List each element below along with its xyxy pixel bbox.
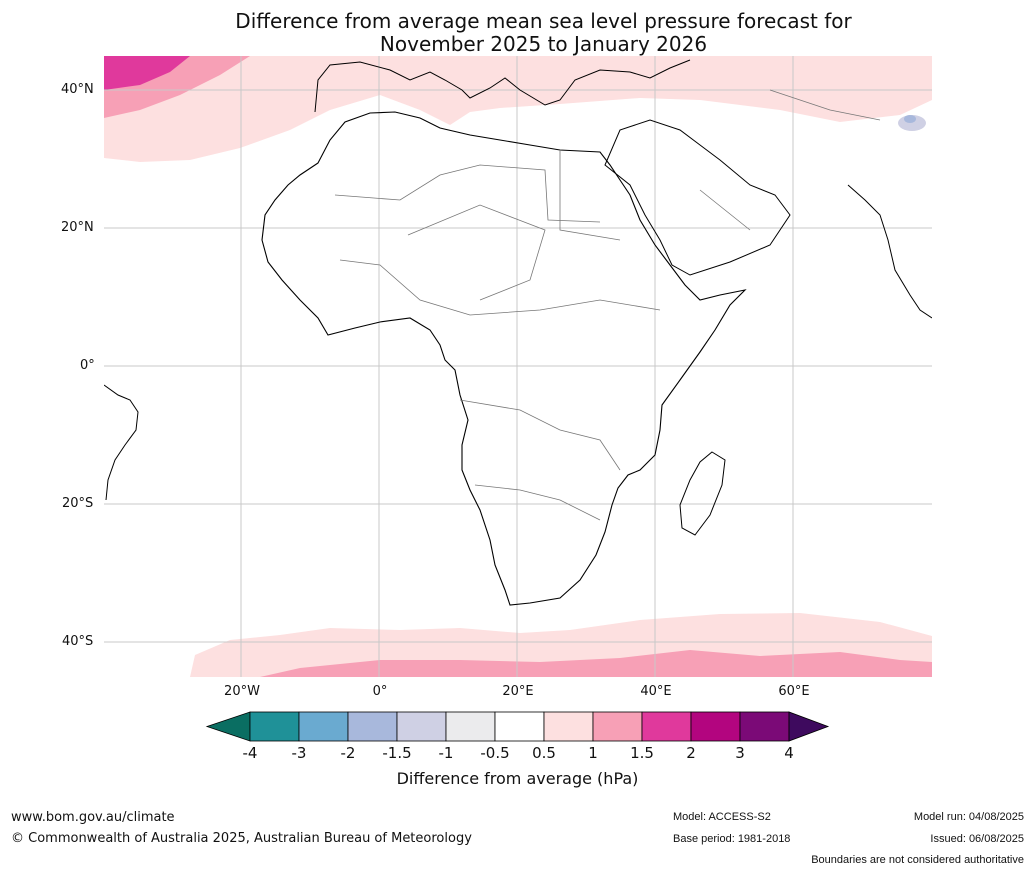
footer-copyright: © Commonwealth of Australia 2025, Austra… <box>11 831 472 846</box>
arabia-coastline <box>604 119 791 276</box>
colorbar-segment <box>494 711 545 742</box>
colorbar-segment <box>641 711 692 742</box>
colorbar-arrow-low <box>205 711 251 742</box>
india-coastline <box>847 184 932 319</box>
colorbar-segment <box>739 711 790 742</box>
colorbar-segment <box>298 711 349 742</box>
footer-model-run: Model run: 04/08/2025 <box>913 811 1024 823</box>
colorbar-tick-label: -2 <box>340 744 356 762</box>
colorbar-segment <box>592 711 643 742</box>
map-title: Difference from average mean sea level p… <box>0 10 1035 56</box>
colorbar-tick-label: -1.5 <box>382 744 412 762</box>
colorbar-segment <box>543 711 594 742</box>
colorbar-tick-label: 2 <box>686 744 696 762</box>
colorbar-segment <box>396 711 447 742</box>
colorbar-tick-label: -1 <box>438 744 454 762</box>
colorbar-tick-label: 0.5 <box>532 744 556 762</box>
lat-label-20s: 20°S <box>62 496 94 511</box>
colorbar-segment <box>445 711 496 742</box>
footer-base-period: Base period: 1981-2018 <box>673 833 791 845</box>
colorbar-tick-label: -0.5 <box>480 744 510 762</box>
title-line-2: November 2025 to January 2026 <box>379 32 708 56</box>
lat-label-0: 0° <box>80 358 95 373</box>
colorbar-segment <box>690 711 741 742</box>
footer-issued: Issued: 06/08/2025 <box>930 833 1024 845</box>
anomaly-north-light <box>104 56 932 162</box>
lon-label-20e: 20°E <box>502 684 534 699</box>
colorbar-tick-label: 1.5 <box>630 744 654 762</box>
lat-label-40n: 40°N <box>61 82 94 97</box>
africa-coastline <box>261 111 747 606</box>
colorbar-tick-label: 4 <box>784 744 794 762</box>
lon-label-60e: 60°E <box>778 684 810 699</box>
footer-disclaimer: Boundaries are not considered authoritat… <box>811 854 1024 866</box>
lat-label-40s: 40°S <box>62 634 94 649</box>
title-line-1: Difference from average mean sea level p… <box>235 9 852 33</box>
lat-label-20n: 20°N <box>61 220 94 235</box>
footer-website[interactable]: www.bom.gov.au/climate <box>11 810 175 825</box>
colorbar-tick-label: 1 <box>588 744 598 762</box>
footer-model: Model: ACCESS-S2 <box>673 811 771 823</box>
colorbar-segment <box>249 711 300 742</box>
colorbar-tick-label: -4 <box>242 744 258 762</box>
south-america-coastline <box>104 384 139 501</box>
anomaly-south-mid <box>260 650 932 677</box>
lon-label-20w: 20°W <box>224 684 260 699</box>
colorbar-tick-label: 3 <box>735 744 745 762</box>
colorbar-segment <box>347 711 398 742</box>
colorbar-label: Difference from average (hPa) <box>396 769 639 788</box>
europe-coastline <box>314 59 691 113</box>
lon-label-0: 0° <box>372 684 388 699</box>
colorbar-arrow-high <box>788 711 830 742</box>
colorbar-tick-label: -3 <box>291 744 307 762</box>
lon-label-40e: 40°E <box>640 684 672 699</box>
anomaly-north-strong <box>104 56 190 90</box>
madagascar-coastline <box>679 451 726 536</box>
